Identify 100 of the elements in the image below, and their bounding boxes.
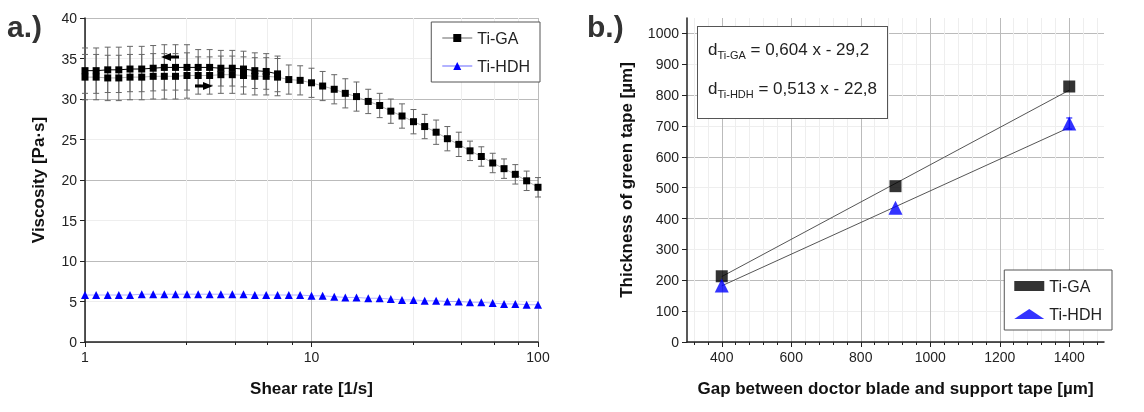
point <box>273 291 282 300</box>
point <box>240 65 248 73</box>
point <box>126 73 134 81</box>
point <box>386 295 395 304</box>
point <box>454 297 463 306</box>
point <box>466 298 475 307</box>
point <box>330 85 338 93</box>
point <box>103 291 112 300</box>
point <box>250 291 259 300</box>
point <box>149 72 157 80</box>
point <box>262 291 271 300</box>
y-tick-label: 400 <box>655 210 680 227</box>
y-tick-label: 600 <box>655 148 680 165</box>
point <box>398 112 406 120</box>
y-tick-label: 30 <box>61 91 78 107</box>
legend-label: Ti-GA <box>1049 277 1091 295</box>
y-axis-title: Thickness of green tape [µm] <box>617 62 636 298</box>
y-axis-title: Viscosity [Pa·s] <box>29 116 48 244</box>
point <box>330 292 339 301</box>
y-tick-label: 0 <box>69 334 78 350</box>
point <box>92 73 100 81</box>
point <box>206 63 214 71</box>
point <box>889 180 902 193</box>
x-tick-label: 600 <box>779 349 804 365</box>
point <box>104 74 112 82</box>
point <box>308 79 315 87</box>
y-tick-label: 800 <box>655 87 680 104</box>
point <box>534 300 542 309</box>
point <box>115 66 123 74</box>
point <box>217 64 225 72</box>
y-tick-label: 900 <box>655 56 680 73</box>
point <box>511 299 520 308</box>
point <box>149 64 157 72</box>
point <box>714 278 729 293</box>
y-tick-label: 15 <box>61 212 78 229</box>
point <box>262 67 270 75</box>
point <box>477 153 485 161</box>
point <box>206 72 214 80</box>
point <box>183 63 191 71</box>
point <box>251 67 259 75</box>
point <box>81 73 89 81</box>
annotation: d$_{Ti-HDH}$ = 0,513 x - 22,8 <box>708 78 878 103</box>
y-tick-label: 40 <box>61 10 78 26</box>
point <box>500 299 509 308</box>
point <box>376 101 384 109</box>
y-tick-label: 200 <box>655 272 680 289</box>
point <box>194 72 202 80</box>
point <box>511 170 519 178</box>
point <box>115 74 123 82</box>
x-tick-label: 1 <box>81 349 90 365</box>
point <box>172 63 180 71</box>
point <box>318 291 327 300</box>
point <box>500 165 508 173</box>
x-axis-title: Gap between doctor blade and support tape [µm] <box>697 379 1094 398</box>
y-tick-label: 500 <box>655 179 680 196</box>
point <box>126 65 134 73</box>
point <box>182 290 191 299</box>
point <box>216 290 225 299</box>
point <box>421 123 429 131</box>
point <box>420 296 429 305</box>
point <box>409 295 418 304</box>
x-tick-label: 100 <box>526 349 550 365</box>
x-tick-label: 1400 <box>1053 349 1086 365</box>
x-tick-label: 800 <box>849 349 873 365</box>
point <box>194 63 202 71</box>
point <box>172 72 180 80</box>
point <box>409 118 417 126</box>
point <box>387 107 395 115</box>
y-tick-label: 5 <box>69 293 78 310</box>
point <box>443 297 452 306</box>
x-tick-label: 10 <box>303 349 320 365</box>
point <box>353 93 360 101</box>
annotation: d$_{Ti-GA}$ = 0,604 x - 29,2 <box>708 39 871 64</box>
point <box>364 97 372 105</box>
y-tick-label: 35 <box>61 50 78 67</box>
y-tick-label: 100 <box>655 303 680 320</box>
point <box>284 291 293 300</box>
point <box>160 63 168 71</box>
chart-title: a.) <box>7 9 43 43</box>
point <box>228 64 236 72</box>
point <box>285 76 293 84</box>
y-tick-label: 10 <box>61 253 78 269</box>
point <box>160 72 168 80</box>
y-tick-label: 700 <box>655 118 680 134</box>
y-tick-label: 25 <box>61 131 78 148</box>
point <box>522 300 531 309</box>
point <box>432 128 440 136</box>
point <box>104 66 112 74</box>
point <box>307 291 316 300</box>
y-tick-label: 20 <box>61 172 78 188</box>
point <box>92 67 100 75</box>
point <box>92 291 101 300</box>
point <box>319 82 327 90</box>
y-tick-label: 1000 <box>647 25 680 42</box>
legend-label: Ti-GA <box>477 29 519 47</box>
point <box>398 295 407 304</box>
point <box>81 67 89 75</box>
point <box>715 270 728 283</box>
point <box>296 291 305 300</box>
point <box>432 296 441 305</box>
